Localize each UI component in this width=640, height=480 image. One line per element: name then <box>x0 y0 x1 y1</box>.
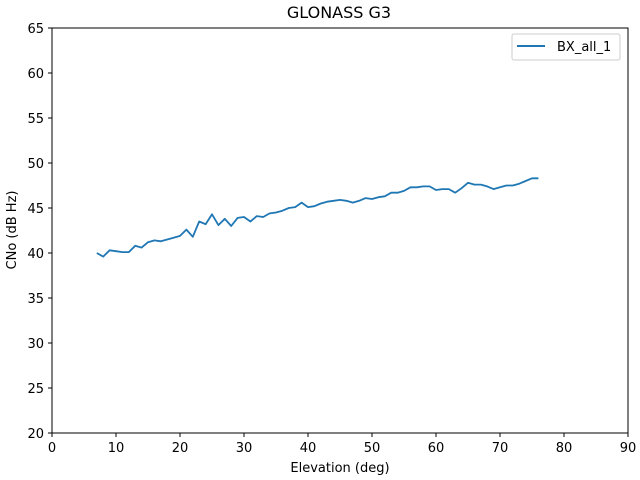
y-axis-label: CNo (dB Hz) <box>5 191 20 270</box>
y-tick-label: 60 <box>27 67 44 82</box>
y-axis-ticks: 20 25 30 35 40 45 50 55 60 65 <box>27 22 52 442</box>
x-tick-label: 20 <box>172 441 189 456</box>
x-tick-label: 40 <box>300 441 317 456</box>
series-group <box>96 177 539 258</box>
x-tick-label: 50 <box>364 441 381 456</box>
x-tick-label: 70 <box>492 441 509 456</box>
x-tick-label: 60 <box>428 441 445 456</box>
x-axis-ticks: 0 10 20 30 40 50 60 70 80 90 <box>48 433 636 456</box>
plot-area-frame <box>51 27 629 434</box>
y-tick-label: 25 <box>27 382 44 397</box>
x-tick-label: 90 <box>620 441 637 456</box>
x-tick-label: 10 <box>108 441 125 456</box>
legend: BX_all_1 <box>511 33 621 61</box>
legend-frame <box>511 33 621 61</box>
legend-entry-bx-all-1: BX_all_1 <box>557 40 611 55</box>
x-axis-label: Elevation (deg) <box>290 461 389 476</box>
y-tick-label: 30 <box>27 337 44 352</box>
y-tick-label: 45 <box>27 202 44 217</box>
y-tick-label: 50 <box>27 157 44 172</box>
y-tick-label: 40 <box>27 247 44 262</box>
x-tick-label: 80 <box>556 441 573 456</box>
x-tick-label: 0 <box>48 441 56 456</box>
y-tick-label: 35 <box>27 292 44 307</box>
chart-title: GLONASS G3 <box>287 3 391 22</box>
y-tick-label: 20 <box>27 427 44 442</box>
y-tick-label: 65 <box>27 22 44 37</box>
y-tick-label: 55 <box>27 112 44 127</box>
series-line-bx-all-1 <box>96 177 539 258</box>
x-tick-label: 30 <box>236 441 253 456</box>
